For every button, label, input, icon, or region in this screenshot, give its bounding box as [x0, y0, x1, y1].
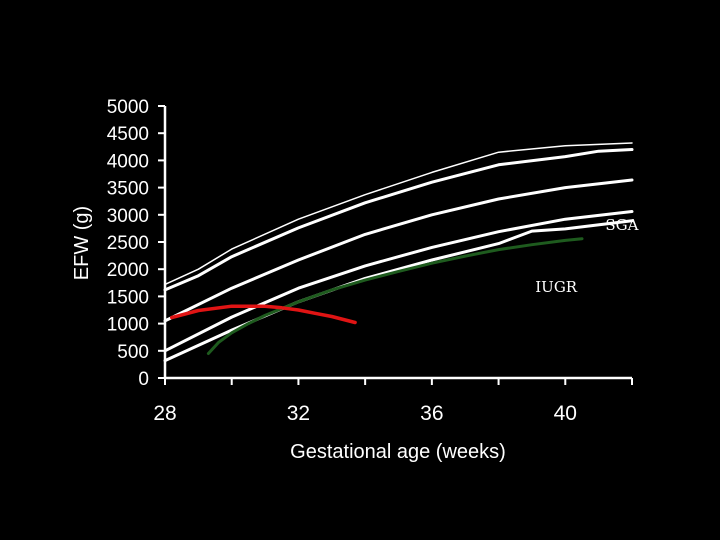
y-axis-ticks: 0 500 1000 1500 2000 2500 3000 3500 4000 4500 5000 [107, 97, 165, 390]
y-tick-label: 5000 [107, 97, 149, 118]
x-axis-title: Gestational age (weeks) [290, 441, 506, 463]
annotation-iugr: IUGR [535, 278, 578, 296]
x-tick-label: 40 [554, 402, 577, 425]
y-tick-label: 2500 [107, 233, 149, 254]
series-line-2 [163, 148, 634, 292]
series-line-6 [206, 237, 584, 355]
series-line-3 [163, 178, 634, 323]
y-tick-label: 3500 [107, 179, 149, 200]
growth-curves [163, 142, 634, 363]
y-axis-title: EFW (g) [71, 206, 93, 280]
annotations: SGA IUGR [535, 216, 638, 296]
y-tick-label: 3000 [107, 206, 149, 227]
series-line-7 [169, 304, 357, 325]
annotation-sga: SGA [605, 216, 638, 234]
y-tick-label: 0 [138, 369, 149, 390]
y-tick-label: 500 [117, 342, 149, 363]
x-tick-label: 28 [153, 402, 176, 425]
x-axis-ticks: 28 32 36 40 [153, 378, 633, 425]
y-tick-label: 4000 [107, 151, 149, 172]
y-tick-label: 1500 [107, 287, 149, 308]
axes [163, 106, 632, 380]
series-line-4 [163, 210, 634, 353]
y-tick-label: 2000 [107, 260, 149, 281]
y-tick-label: 1000 [107, 315, 149, 336]
series-line-1 [164, 142, 633, 286]
x-tick-label: 36 [420, 402, 443, 425]
x-tick-label: 32 [287, 402, 310, 425]
y-tick-label: 4500 [107, 124, 149, 145]
